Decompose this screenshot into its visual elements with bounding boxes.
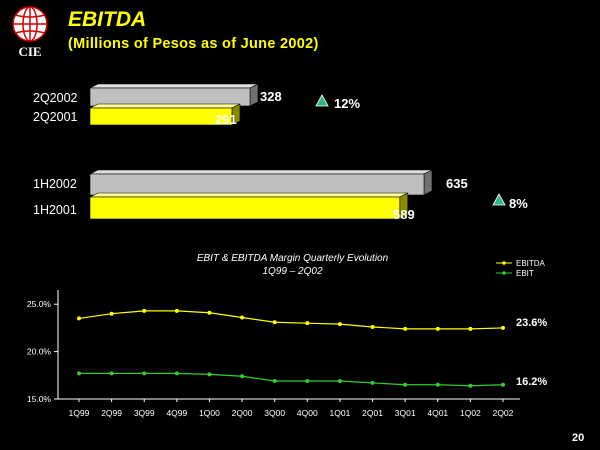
x-tick-label: 1Q99 bbox=[69, 408, 90, 418]
category-label-1h2002: 1H2002 bbox=[33, 177, 77, 191]
change-percent-label: 12% bbox=[334, 96, 361, 111]
data-point-ebitda bbox=[272, 320, 277, 325]
x-tick-label: 4Q00 bbox=[297, 408, 318, 418]
series-end-label-ebit: 16.2% bbox=[516, 376, 548, 388]
bar bbox=[89, 83, 259, 107]
data-point-ebit bbox=[142, 371, 147, 376]
data-point-ebit bbox=[435, 382, 440, 387]
x-tick-label: 3Q99 bbox=[134, 408, 155, 418]
bar bbox=[89, 192, 409, 220]
data-point-ebit bbox=[468, 383, 473, 388]
data-point-ebit bbox=[501, 382, 505, 387]
data-point-ebit bbox=[403, 382, 408, 387]
bar-value-label: 291 bbox=[215, 112, 237, 127]
x-tick-label: 4Q99 bbox=[166, 408, 187, 418]
x-tick-label: 2Q02 bbox=[493, 408, 514, 418]
x-tick-label: 2Q99 bbox=[101, 408, 122, 418]
x-tick-label: 2Q01 bbox=[362, 408, 383, 418]
data-point-ebitda bbox=[403, 326, 408, 331]
data-point-ebit bbox=[370, 380, 375, 385]
up-arrow-icon bbox=[492, 193, 506, 206]
globe-icon bbox=[12, 6, 48, 42]
data-point-ebit bbox=[109, 371, 114, 376]
page-subtitle: (Millions of Pesos as of June 2002) bbox=[68, 36, 319, 52]
y-tick-label: 20.0% bbox=[27, 347, 52, 357]
line-chart-subtitle: 1Q99 – 2Q02 bbox=[262, 266, 323, 277]
x-tick-label: 1Q01 bbox=[330, 408, 351, 418]
x-tick-label: 2Q00 bbox=[232, 408, 253, 418]
bar bbox=[89, 169, 433, 196]
bar-value-label: 328 bbox=[260, 89, 282, 104]
data-point-ebitda bbox=[370, 324, 375, 329]
line-chart-title: EBIT & EBITDA Margin Quarterly Evolution bbox=[196, 253, 389, 264]
data-point-ebit bbox=[77, 371, 81, 376]
data-point-ebit bbox=[272, 378, 277, 383]
legend-label-ebit: EBIT bbox=[516, 269, 534, 278]
x-tick-label: 3Q01 bbox=[395, 408, 416, 418]
category-label-1h2001: 1H2001 bbox=[33, 203, 77, 217]
x-tick-label: 4Q01 bbox=[427, 408, 448, 418]
category-label-2q2002: 2Q2002 bbox=[33, 91, 78, 105]
x-tick-label: 3Q00 bbox=[264, 408, 285, 418]
data-point-ebitda bbox=[142, 308, 147, 313]
x-tick-label: 1Q02 bbox=[460, 408, 481, 418]
data-point-ebitda bbox=[240, 315, 245, 320]
data-point-ebitda bbox=[501, 325, 505, 330]
series-line-ebit bbox=[79, 372, 504, 387]
data-point-ebitda bbox=[468, 326, 473, 331]
legend bbox=[496, 261, 512, 275]
series-line-ebitda bbox=[78, 310, 504, 330]
page-title: EBITDA bbox=[68, 8, 147, 31]
data-point-ebitda bbox=[207, 310, 212, 315]
bar-value-label: 589 bbox=[393, 207, 415, 222]
page-number: 20 bbox=[572, 432, 585, 444]
data-point-ebit bbox=[240, 374, 245, 379]
data-point-ebit bbox=[337, 378, 342, 383]
series-end-label-ebitda: 23.6% bbox=[516, 317, 548, 329]
data-point-ebitda bbox=[305, 321, 310, 326]
legend-label-ebitda: EBITDA bbox=[516, 259, 545, 268]
data-point-ebitda bbox=[109, 311, 114, 316]
cie-logo: CIE bbox=[12, 6, 48, 59]
category-label-2q2001: 2Q2001 bbox=[33, 110, 78, 124]
data-point-ebitda bbox=[174, 308, 179, 313]
data-point-ebit bbox=[174, 371, 179, 376]
y-tick-label: 25.0% bbox=[27, 299, 52, 309]
bar-value-label: 635 bbox=[446, 176, 468, 191]
data-point-ebitda bbox=[435, 326, 440, 331]
logo-text: CIE bbox=[18, 44, 41, 59]
up-arrow-icon bbox=[315, 94, 329, 107]
data-point-ebitda bbox=[337, 322, 342, 327]
data-point-ebit bbox=[207, 372, 212, 377]
change-percent-label: 8% bbox=[509, 196, 528, 211]
data-point-ebitda bbox=[77, 316, 81, 321]
y-tick-label: 15.0% bbox=[27, 394, 52, 404]
bar bbox=[89, 103, 241, 126]
data-point-ebit bbox=[305, 378, 310, 383]
x-tick-label: 1Q00 bbox=[199, 408, 220, 418]
